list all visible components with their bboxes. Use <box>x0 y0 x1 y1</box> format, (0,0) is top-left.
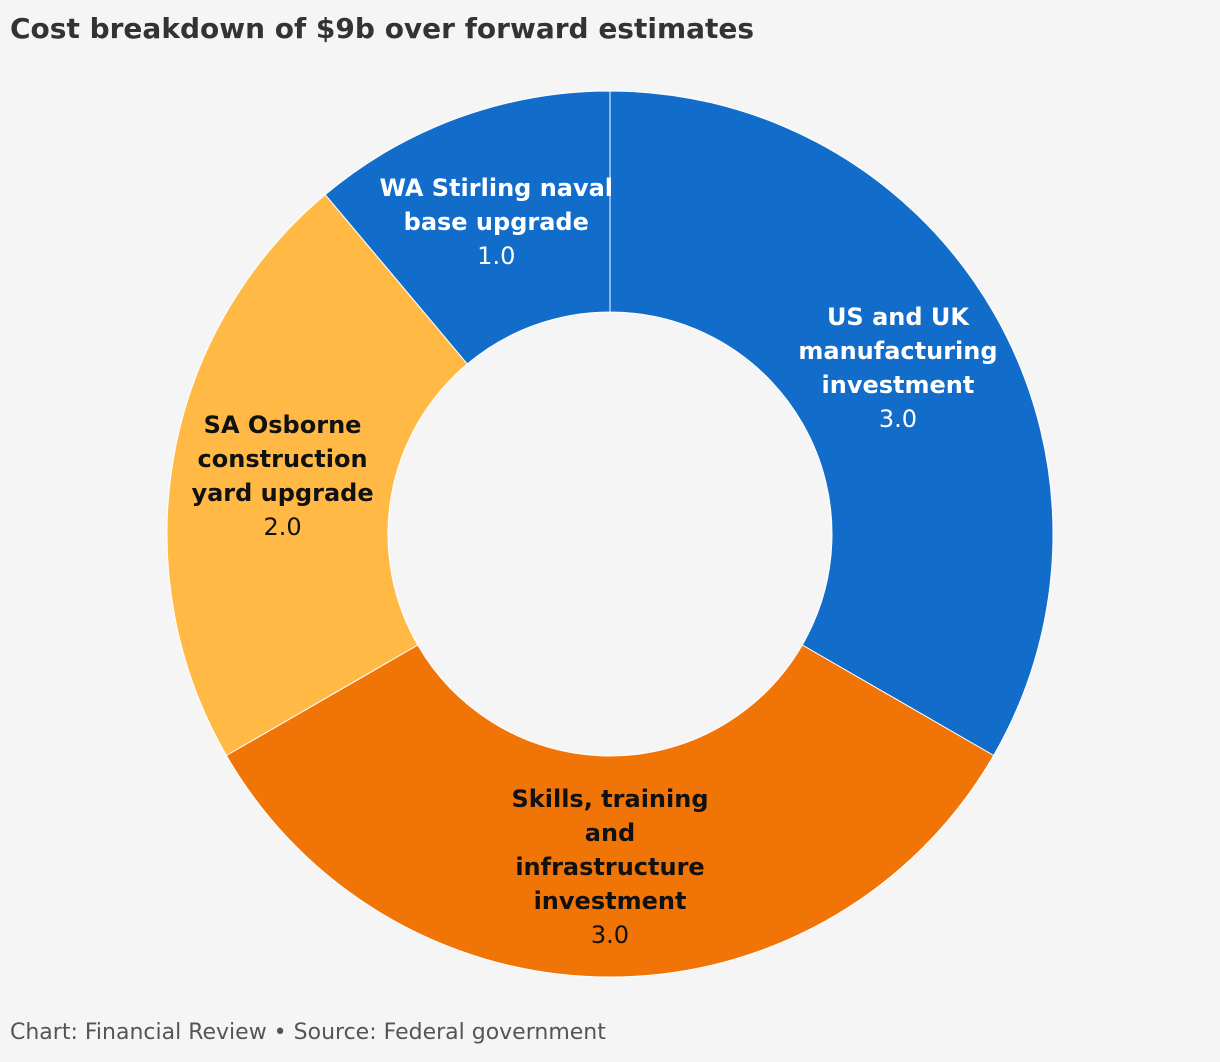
slice-value: 3.0 <box>878 404 918 433</box>
slice-label: WA Stirling naval base upgrade 1.0 <box>378 171 614 273</box>
slice-label: SA Osborne construction yard upgrade 2.0 <box>165 408 401 544</box>
slice-label: US and UK manufacturing investment 3.0 <box>780 300 1016 436</box>
slice-name: WA Stirling naval base upgrade <box>379 173 614 236</box>
chart-title: Cost breakdown of $9b over forward estim… <box>10 12 755 45</box>
slice-name: SA Osborne construction yard upgrade <box>191 411 374 508</box>
slice-value: 3.0 <box>590 920 630 949</box>
slice-name: US and UK manufacturing investment <box>798 302 998 399</box>
slice-value: 2.0 <box>263 513 302 542</box>
slice-label: Skills, training and infrastructure inve… <box>492 782 728 952</box>
slice-name: Skills, training and infrastructure inve… <box>511 784 709 915</box>
donut-slice <box>609 90 1054 757</box>
source-note: Chart: Financial Review • Source: Federa… <box>10 1020 606 1045</box>
donut-slice <box>324 90 611 365</box>
donut-slice <box>166 193 469 757</box>
slice-value: 1.0 <box>477 241 516 270</box>
donut-slice <box>225 644 995 978</box>
